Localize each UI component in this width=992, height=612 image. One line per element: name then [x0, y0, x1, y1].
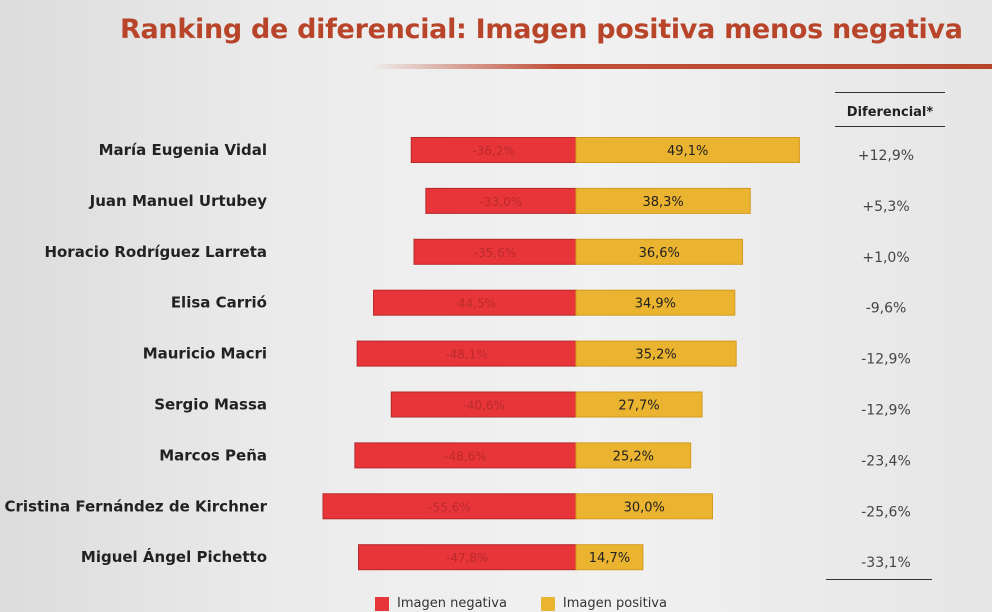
differential-label: -33,1% [861, 555, 911, 571]
bar-negative [390, 391, 577, 418]
legend-label: Imagen negativa [397, 596, 507, 611]
category-label: Sergio Massa [154, 396, 267, 414]
title-underline [370, 64, 992, 69]
bar-label-positive: 49,1% [667, 144, 708, 159]
bar-negative [358, 544, 577, 571]
bar-positive [575, 238, 744, 265]
bar-label-positive: 25,2% [613, 449, 654, 464]
legend: Imagen negativa Imagen positiva [375, 596, 667, 611]
chart-title: Ranking de diferencial: Imagen positiva … [120, 14, 963, 45]
bar-positive [575, 544, 644, 571]
bar-label-negative: -33,0% [480, 195, 522, 209]
bar-label-negative: -55,6% [428, 500, 470, 514]
bar-positive [575, 187, 751, 214]
bar-label-positive: 14,7% [589, 551, 630, 566]
bar-label-negative: -36,2% [472, 144, 514, 158]
category-label: Mauricio Macri [143, 345, 267, 363]
bar-negative [413, 238, 577, 265]
bar-label-negative: -48,6% [444, 449, 486, 463]
differential-label: +5,3% [862, 199, 909, 215]
bar-label-positive: 27,7% [618, 399, 659, 414]
bar-positive [575, 493, 713, 520]
differential-footer-rule [826, 579, 932, 580]
category-label: Miguel Ángel Pichetto [81, 547, 267, 566]
bar-positive [575, 391, 703, 418]
bar-label-negative: -44,5% [454, 297, 496, 311]
bar-positive [575, 442, 692, 469]
legend-swatch-positive [540, 596, 555, 611]
differential-label: -9,6% [866, 301, 907, 317]
legend-swatch-negative [375, 596, 389, 611]
differential-label: +12,9% [858, 148, 914, 164]
bar-positive [575, 289, 736, 316]
bar-negative [356, 340, 577, 367]
differential-header: Diferencial* [835, 92, 945, 127]
bar-label-positive: 30,0% [624, 500, 665, 515]
category-label: María Eugenia Vidal [99, 141, 267, 159]
differential-label: -12,9% [861, 352, 911, 368]
bar-positive [575, 340, 737, 367]
bar-negative [410, 137, 577, 163]
category-label: Elisa Carrió [171, 294, 267, 312]
bar-negative [354, 442, 577, 469]
differential-label: -23,4% [861, 453, 911, 469]
differential-label: -12,9% [861, 403, 911, 419]
bar-label-negative: -40,6% [462, 399, 504, 413]
differential-label: +1,0% [862, 250, 909, 266]
category-label: Juan Manuel Urtubey [89, 192, 268, 210]
bar-label-positive: 36,6% [639, 246, 680, 261]
category-label: Marcos Peña [159, 446, 267, 464]
bar-label-positive: 35,2% [635, 348, 676, 363]
bar-label-negative: -47,8% [446, 551, 488, 565]
legend-item-positive: Imagen positiva [540, 596, 667, 611]
legend-item-negative: Imagen negativa [375, 596, 507, 611]
bar-label-negative: -35,6% [474, 246, 516, 260]
legend-label: Imagen positiva [562, 596, 667, 611]
category-label: Cristina Fernández de Kirchner [5, 497, 268, 515]
bar-label-negative: -48,1% [445, 348, 487, 362]
bar-label-positive: 34,9% [635, 297, 676, 312]
category-label: Horacio Rodríguez Larreta [44, 243, 267, 261]
bar-negative [373, 289, 577, 316]
bar-positive [575, 137, 800, 163]
differential-label: -25,6% [861, 504, 911, 520]
bar-label-positive: 38,3% [642, 195, 683, 210]
